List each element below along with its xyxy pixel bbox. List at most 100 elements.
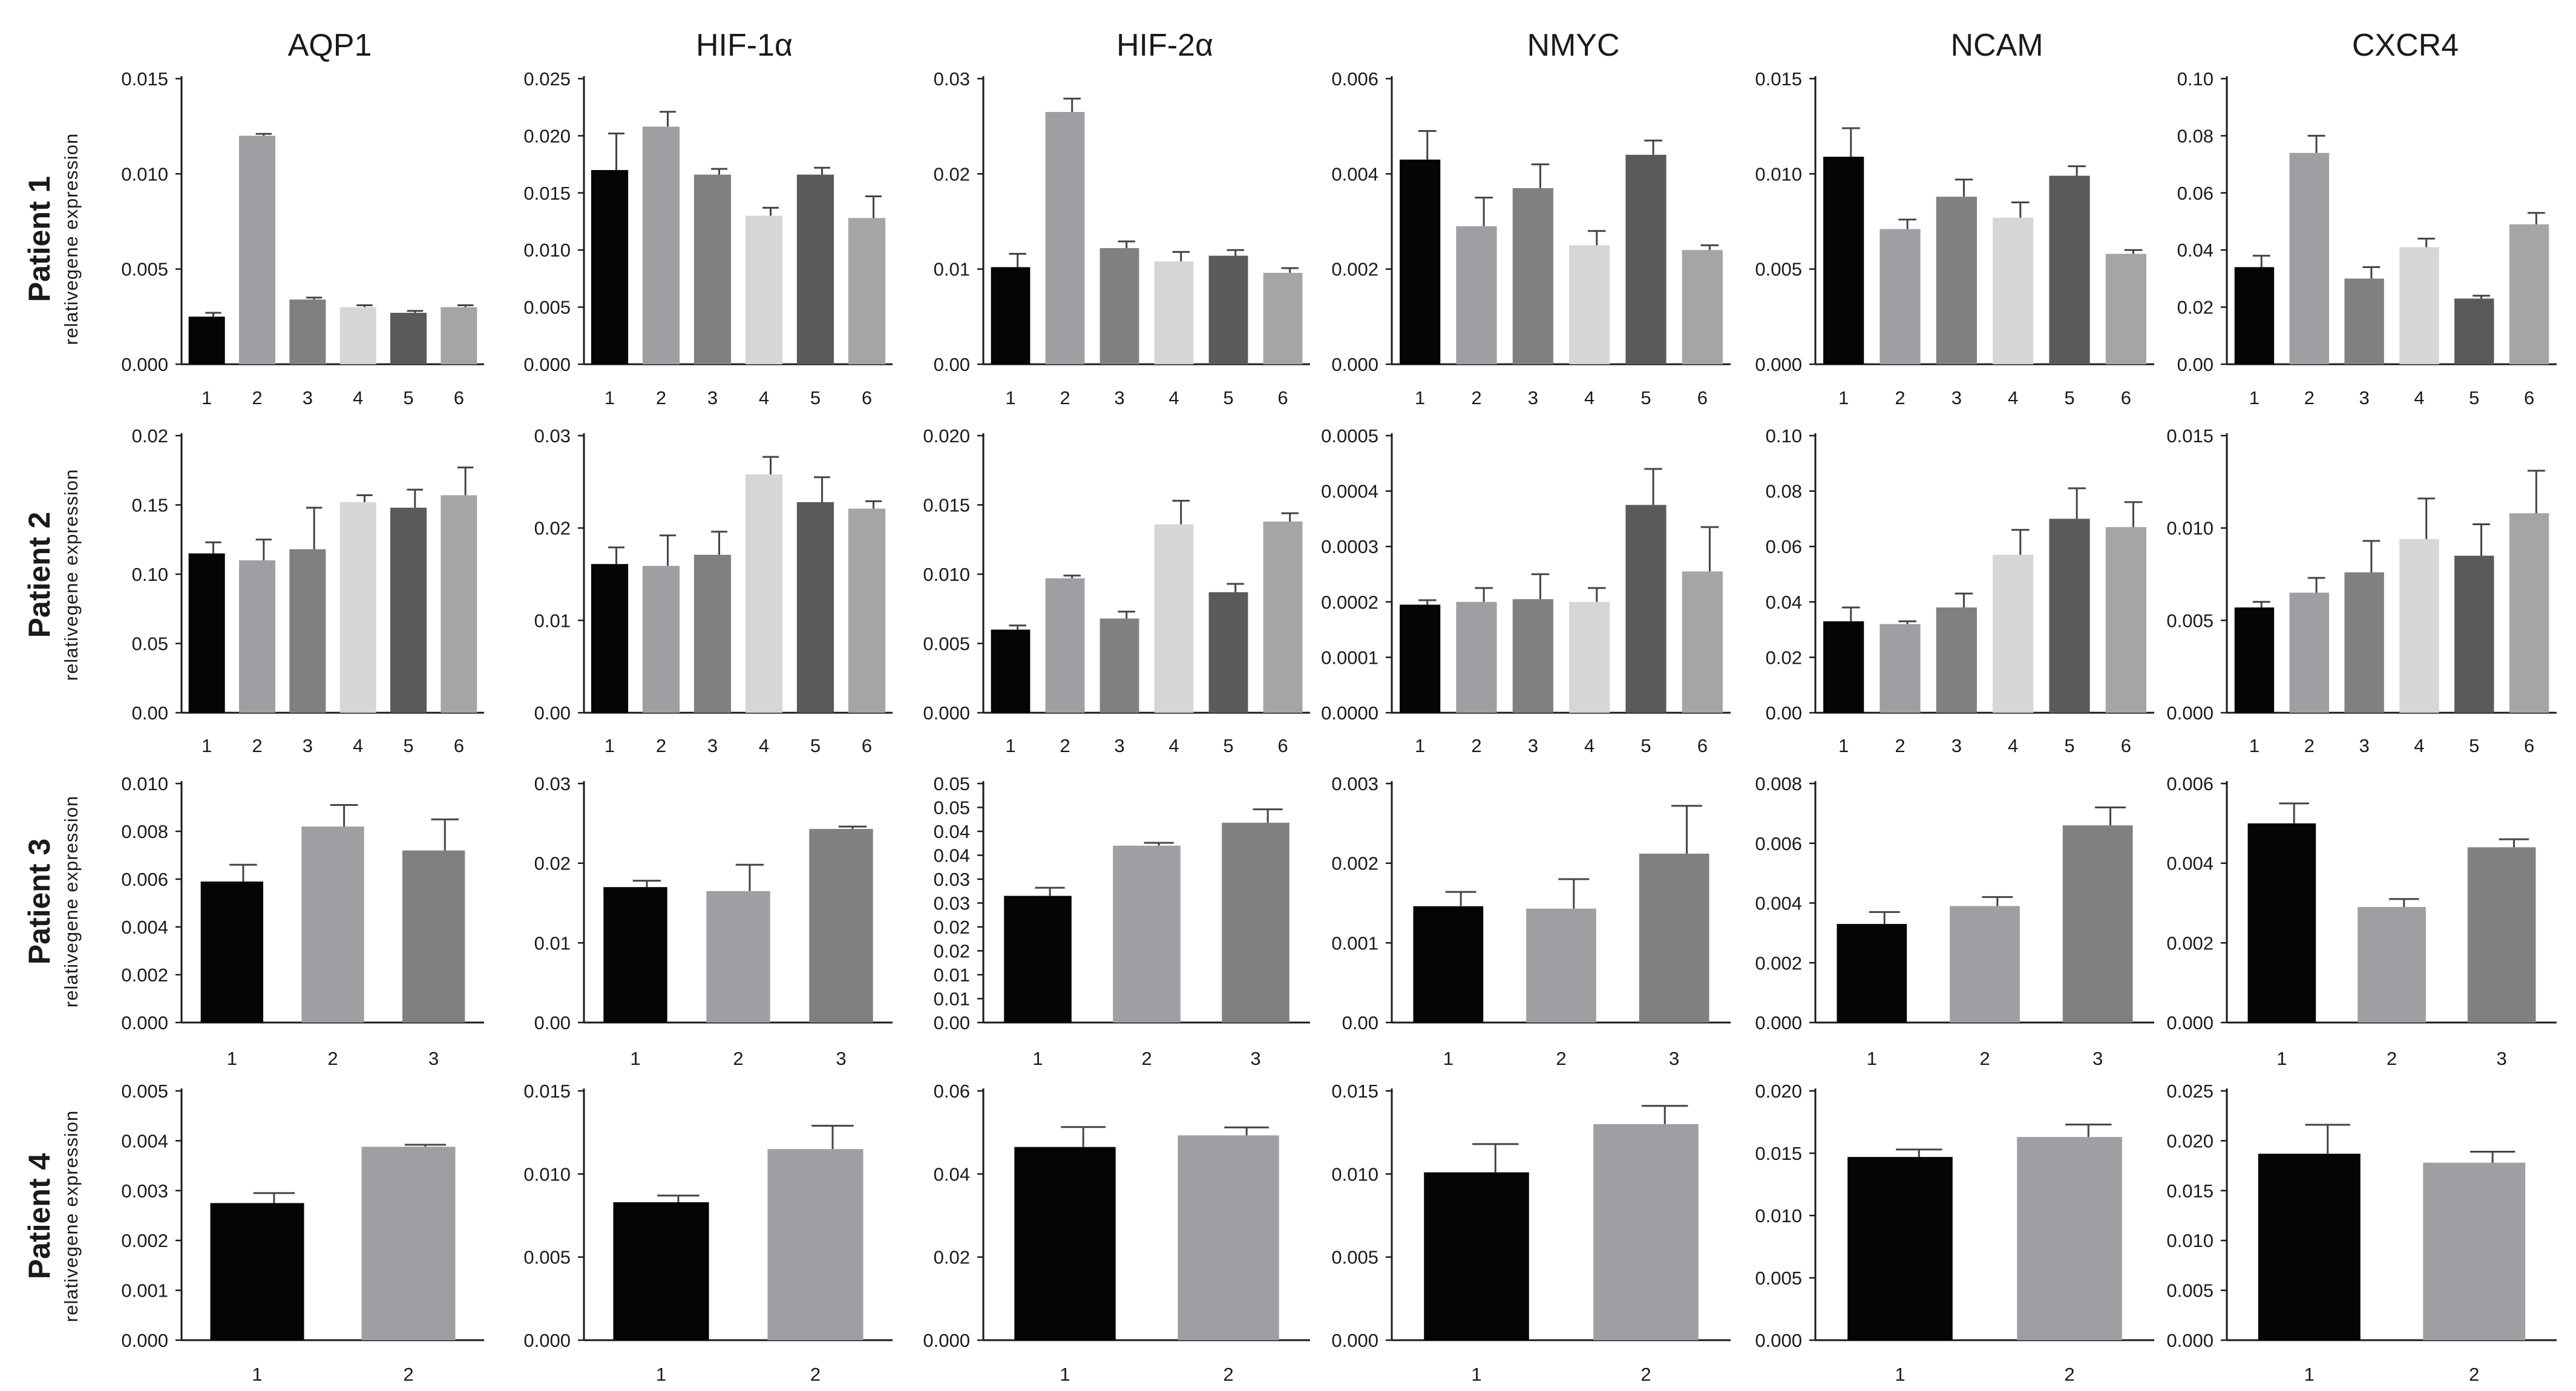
y-tick-label: 0.01 [534,932,571,954]
y-tick-label: 0.05 [934,773,970,794]
y-tick-label: 0.000 [121,1012,168,1033]
bar [2289,152,2329,364]
bar [1880,229,1921,364]
y-tick-label: 0.004 [121,917,168,938]
bar [1014,1147,1116,1340]
y-tick-label: 0.000 [523,1330,571,1351]
y-tick-label: 0.000 [1755,354,1802,375]
bar [339,307,376,364]
y-tick-label: 0.08 [1766,481,1802,502]
x-tick-label: 5 [1223,387,1233,408]
y-tick-label: 0.0005 [1321,425,1378,447]
x-tick-label: 3 [1952,387,1962,408]
x-tick-label: 4 [2008,735,2018,756]
x-tick-label: 3 [1250,1048,1260,1069]
x-tick-label: 1 [1471,1364,1481,1385]
bar [1113,845,1181,1023]
y-tick-label: 0.025 [2166,1081,2214,1102]
x-tick-label: 5 [810,387,821,408]
patient-label: Patient 2 [22,512,56,638]
bar [1639,853,1709,1023]
x-tick-label: 2 [810,1364,821,1385]
y-tick-label: 0.03 [934,869,970,890]
bar [1045,112,1085,365]
y-tick-label: 0.025 [523,68,571,90]
bar [1569,601,1610,713]
x-tick-label: 4 [1168,735,1179,756]
y-tick-label: 0.04 [934,1164,970,1185]
y-tick-label: 0.02 [934,941,970,962]
chart-panel: 0.000 0.005 0.010 0.015 1 2 3 4 5 6 [2166,425,2557,756]
x-tick-label: 6 [862,735,872,756]
bar [591,170,629,364]
x-tick-label: 2 [2469,1364,2479,1385]
bar [188,553,225,713]
y-tick-label: 0.015 [1331,1081,1378,1102]
x-tick-label: 2 [1223,1364,1233,1385]
chart-panel: 0.00 0.02 0.04 0.06 0.08 0.10 1 2 3 4 5 6 [2177,68,2557,408]
x-tick-label: 3 [1114,735,1124,756]
y-tick-label: 0.010 [121,773,168,794]
x-tick-label: 1 [2276,1048,2287,1069]
y-tick-label: 0.04 [934,821,970,842]
bar [239,560,275,713]
y-tick-label: 0.000 [523,354,571,375]
x-tick-label: 2 [1060,387,1070,408]
x-tick-label: 5 [2064,735,2074,756]
y-tick-label: 0.004 [1755,893,1802,914]
y-tick-label: 0.00 [2177,354,2214,375]
patient-label-group: Patient 1 relativegene expression [22,133,82,345]
chart-panel: 0.000 0.002 0.004 0.006 1 2 3 4 5 6 [1331,68,1731,408]
bar [848,508,886,713]
bar [1178,1135,1279,1340]
bar [2509,224,2549,364]
bar [1413,906,1484,1023]
gene-title-nmyc: NMYC [1527,28,1619,63]
bar [591,564,629,713]
x-tick-label: 4 [2414,387,2424,408]
bar [1100,248,1139,364]
bar [2049,519,2090,713]
x-tick-label: 4 [353,387,363,408]
y-tick-label: 0.10 [2177,68,2214,90]
y-tick-label: 0.010 [2166,1230,2214,1251]
patient-labels: Patient 1 relativegene expression Patient … [22,133,82,1322]
bar [2509,513,2549,713]
bar [1847,1157,1953,1340]
y-axis-label: relativegene expression [61,133,82,345]
bar [2358,907,2426,1023]
x-tick-label: 2 [1640,1364,1651,1385]
x-tick-label: 3 [836,1048,846,1069]
y-tick-label: 0.015 [1755,68,1802,90]
y-tick-label: 0.008 [1755,773,1802,794]
x-tick-label: 3 [1952,735,1962,756]
x-tick-label: 3 [2359,735,2369,756]
y-tick-label: 0.02 [2177,297,2214,318]
gene-title-ncam: NCAM [1950,28,2043,63]
x-tick-label: 1 [1005,735,1015,756]
bar [693,554,732,713]
y-tick-label: 0.10 [1766,425,1802,447]
bar [706,891,770,1023]
y-tick-label: 0.006 [2166,773,2214,794]
bar [188,316,225,364]
y-tick-label: 0.002 [121,1230,168,1251]
y-tick-label: 0.0002 [1321,592,1378,613]
y-tick-label: 0.006 [1755,833,1802,854]
bar [1682,571,1723,713]
y-tick-label: 0.005 [1331,1247,1378,1268]
x-tick-label: 1 [2249,387,2260,408]
y-tick-label: 0.000 [923,702,970,724]
bar [745,215,783,364]
x-tick-label: 5 [403,735,413,756]
x-tick-label: 3 [428,1048,439,1069]
y-tick-label: 0.02 [934,917,970,938]
y-tick-label: 0.02 [534,853,571,874]
y-tick-label: 0.01 [934,989,970,1010]
x-tick-label: 2 [1895,735,1905,756]
x-tick-label: 1 [2304,1364,2315,1385]
gene-titles: AQP1 HIF-1α HIF-2α NMYC NCAM CXCR4 [288,28,2459,63]
bar [1593,1124,1699,1340]
y-tick-label: 0.010 [923,564,970,585]
y-tick-label: 0.10 [132,564,168,585]
